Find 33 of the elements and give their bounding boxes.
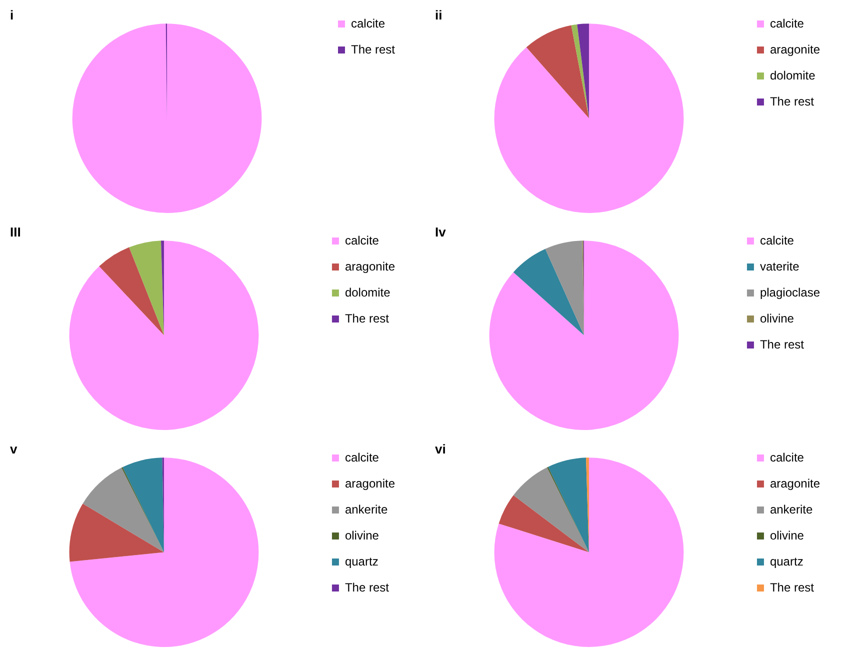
legend-label: vaterite <box>760 259 800 274</box>
chart-title: ii <box>435 7 442 22</box>
legend-label: The rest <box>344 311 390 326</box>
legend-label: calcite <box>770 16 804 30</box>
legend-label: The rest <box>770 94 815 108</box>
legend-label: aragonite <box>344 259 396 274</box>
legend-label: ankerite <box>770 502 813 516</box>
legend-label: ankerite <box>344 502 388 516</box>
legend-label: calcite <box>344 233 380 248</box>
legend-label: calcite <box>770 450 804 464</box>
legend-label: aragonite <box>770 42 820 56</box>
legend-label: calcite <box>760 233 794 248</box>
legend-label: dolomite <box>770 68 816 82</box>
chart-title: Iv <box>435 224 447 240</box>
legend-label: olivine <box>770 528 804 542</box>
legend-label: quartz <box>770 554 804 568</box>
legend-label: The rest <box>770 580 815 594</box>
legend-label: olivine <box>760 311 794 326</box>
legend-label: The rest <box>344 580 390 594</box>
legend-label: olivine <box>344 528 380 542</box>
legend-label: quartz <box>344 554 378 568</box>
legend-label: calcite <box>344 450 380 464</box>
chart-title: III <box>10 224 21 240</box>
legend-label: dolomite <box>344 285 391 300</box>
legend-label: The rest <box>350 42 396 56</box>
chart-title: vi <box>435 441 446 456</box>
legend-label: calcite <box>350 16 386 30</box>
legend-label: plagioclase <box>760 285 820 300</box>
chart-title: i <box>10 7 14 22</box>
legend-label: aragonite <box>344 476 396 490</box>
chart-title: v <box>10 441 18 456</box>
legend-label: aragonite <box>770 476 820 490</box>
legend-label: The rest <box>760 337 805 352</box>
